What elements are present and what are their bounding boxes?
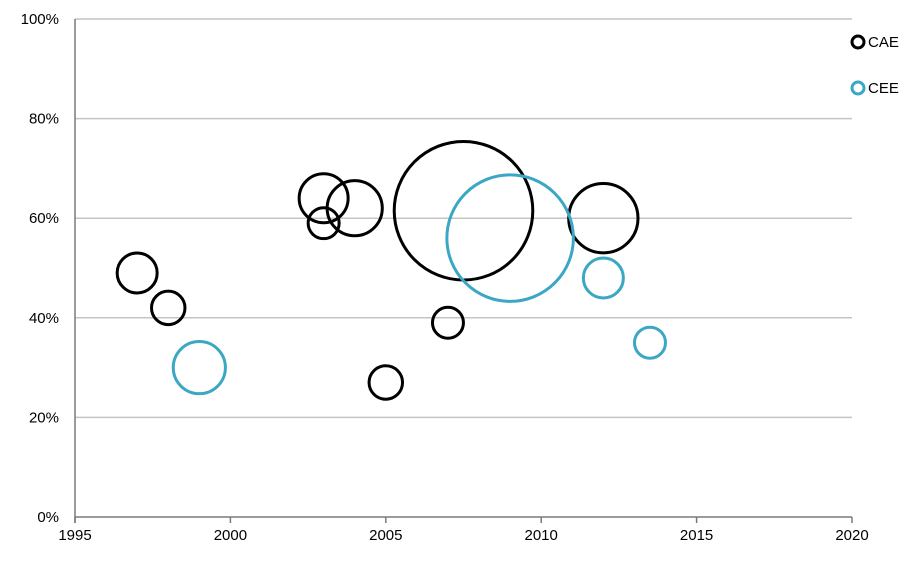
y-tick-label: 40% — [29, 310, 59, 327]
legend: CAE CEE — [850, 34, 899, 97]
bubble-cae — [430, 305, 465, 340]
bubble-cae — [392, 139, 535, 282]
legend-marker-cae — [850, 34, 866, 50]
bubble-cae — [150, 289, 187, 327]
legend-label-cae: CAE — [868, 34, 899, 51]
gridlines — [75, 18, 852, 419]
x-tick-label: 2015 — [680, 527, 713, 544]
x-tick-label: 2005 — [369, 527, 402, 544]
x-tick-label: 2000 — [214, 527, 247, 544]
axes — [74, 19, 853, 523]
y-tick-label: 60% — [29, 210, 59, 227]
y-tick-label: 100% — [21, 11, 59, 28]
legend-item-cee: CEE — [850, 80, 899, 97]
x-tick-label: 2010 — [525, 527, 558, 544]
bubble-cee — [445, 173, 575, 303]
bubble-cee — [581, 256, 625, 300]
bubble-cae — [115, 251, 159, 295]
bubble-cae — [297, 172, 350, 225]
x-tick-label: 2020 — [835, 527, 868, 544]
y-tick-labels: 0% 20% 40% 60% 80% 100% — [21, 11, 59, 526]
bubble-cae — [567, 182, 640, 255]
legend-item-cae: CAE — [850, 34, 899, 51]
bubbles — [115, 139, 667, 401]
bubble-cae — [306, 206, 341, 241]
y-tick-label: 0% — [37, 509, 59, 526]
legend-marker-cee — [850, 80, 866, 96]
y-tick-label: 20% — [29, 409, 59, 426]
bubble-cee — [632, 325, 667, 360]
x-tick-label: 1995 — [58, 527, 91, 544]
bubble-cae — [325, 179, 384, 238]
x-tick-labels: 1995 2000 2005 2010 2015 2020 — [58, 527, 868, 544]
y-tick-label: 80% — [29, 111, 59, 128]
bubble-cee — [171, 340, 227, 396]
bubble-cae — [367, 364, 405, 401]
legend-label-cee: CEE — [868, 80, 899, 97]
